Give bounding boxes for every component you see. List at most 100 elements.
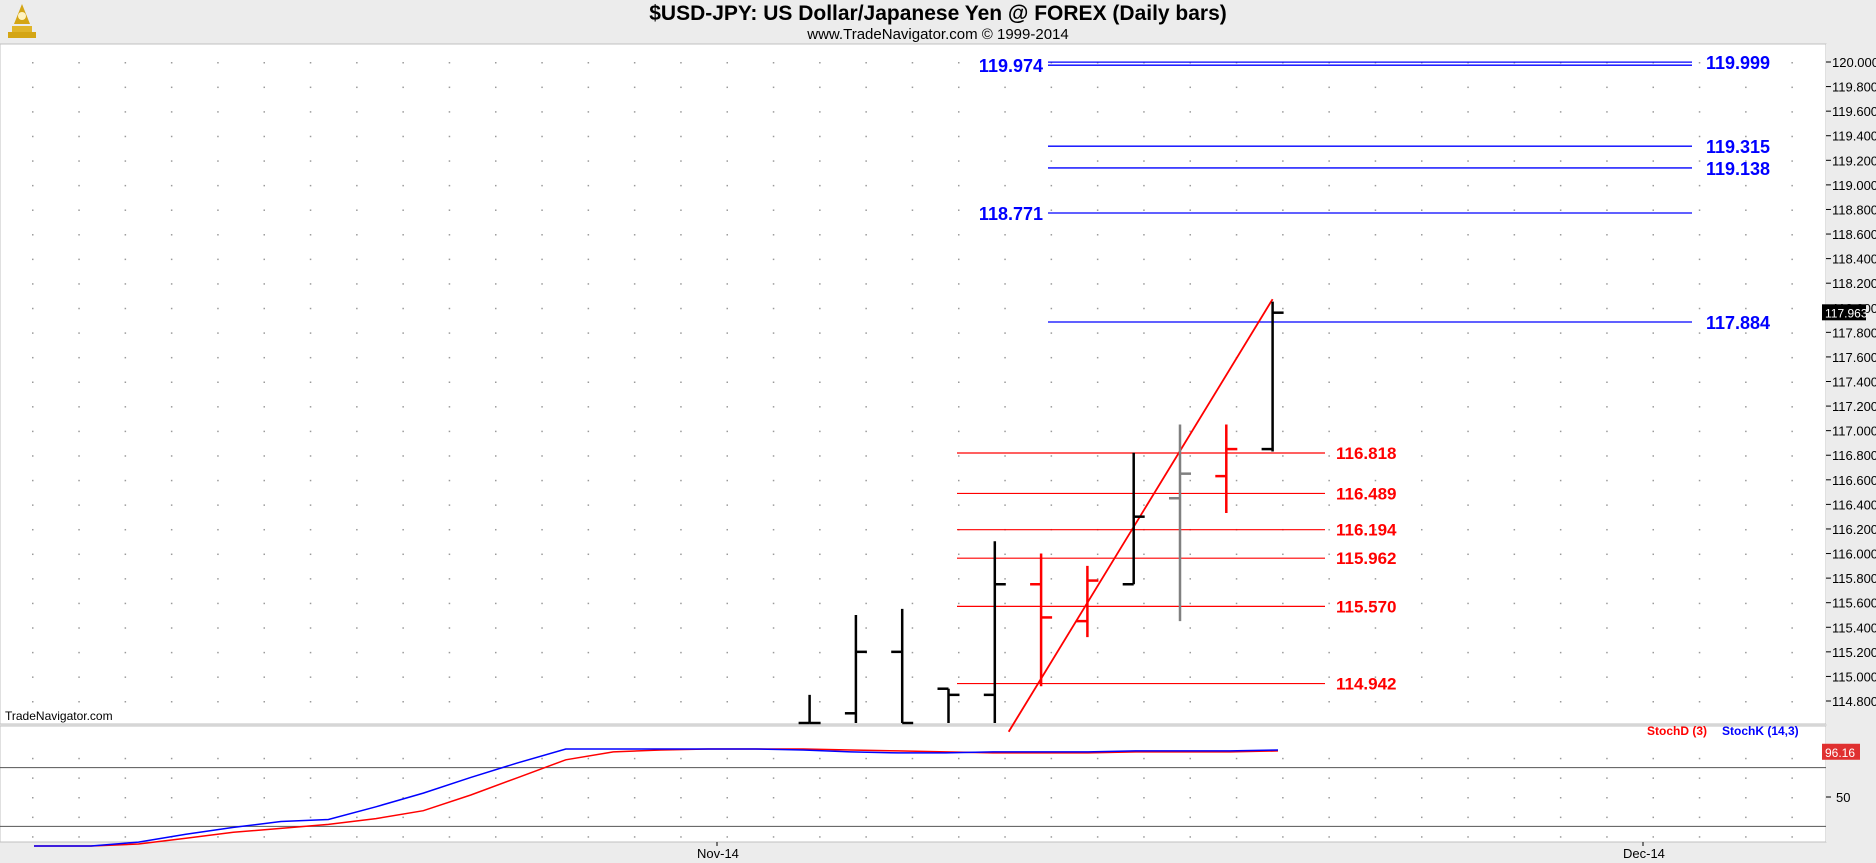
grid-dot [1421,136,1423,138]
grid-dot [588,160,590,162]
grid-dot [495,87,497,89]
grid-dot [1699,455,1701,457]
grid-dot [819,529,821,531]
grid-dot [1282,603,1284,605]
grid-dot [912,529,914,531]
grid-dot [310,455,312,457]
grid-dot [217,357,219,359]
grid-dot [171,406,173,408]
grid-dot [865,283,867,285]
grid-dot [32,382,34,384]
grid-dot [1606,234,1608,236]
grid-dot [402,431,404,433]
grid-dot [634,160,636,162]
grid-dot [541,797,543,799]
grid-dot [449,234,451,236]
grid-dot [912,406,914,408]
grid-dot [1699,111,1701,113]
grid-dot [1560,627,1562,629]
grid-dot [264,578,266,580]
grid-dot [727,455,729,457]
grid-dot [1699,259,1701,261]
grid-dot [1791,817,1793,819]
grid-dot [1745,758,1747,760]
grid-dot [1375,185,1377,187]
grid-dot [125,283,127,285]
grid-dot [1791,431,1793,433]
grid-dot [727,87,729,89]
grid-dot [356,185,358,187]
grid-dot [588,836,590,838]
grid-dot [1004,836,1006,838]
grid-dot [1143,111,1145,113]
grid-dot [1097,603,1099,605]
grid-dot [1236,431,1238,433]
grid-dot [680,836,682,838]
grid-dot [78,817,80,819]
grid-dot [958,406,960,408]
grid-dot [1190,627,1192,629]
grid-dot [1328,701,1330,703]
grid-dot [1467,111,1469,113]
grid-dot [865,836,867,838]
grid-dot [773,603,775,605]
grid-dot [449,777,451,779]
grid-dot [865,62,867,64]
grid-dot [680,234,682,236]
grid-dot [1051,259,1053,261]
grid-dot [865,797,867,799]
grid-dot [634,836,636,838]
grid-dot [1606,836,1608,838]
grid-dot [680,627,682,629]
grid-dot [1421,283,1423,285]
grid-dot [1653,701,1655,703]
grid-dot [727,357,729,359]
grid-dot [1514,836,1516,838]
grid-dot [1282,259,1284,261]
grid-dot [264,777,266,779]
grid-dot [402,578,404,580]
grid-dot [1514,382,1516,384]
grid-dot [1421,676,1423,678]
grid-dot [1328,676,1330,678]
grid-dot [958,627,960,629]
grid-dot [1282,676,1284,678]
grid-dot [819,627,821,629]
grid-dot [1236,160,1238,162]
grid-dot [912,758,914,760]
grid-dot [634,480,636,482]
grid-dot [727,283,729,285]
grid-dot [1560,777,1562,779]
grid-dot [78,185,80,187]
grid-dot [310,259,312,261]
grid-dot [1282,406,1284,408]
legend-stoch-d: StochD (3) [1647,724,1707,738]
grid-dot [125,455,127,457]
grid-dot [773,529,775,531]
grid-dot [588,259,590,261]
grid-dot [402,185,404,187]
grid-dot [912,283,914,285]
grid-dot [78,259,80,261]
grid-dot [912,480,914,482]
grid-dot [727,308,729,310]
grid-dot [680,382,682,384]
grid-dot [1421,332,1423,334]
grid-dot [541,332,543,334]
grid-dot [78,603,80,605]
grid-dot [1004,431,1006,433]
grid-dot [634,627,636,629]
grid-dot [1143,652,1145,654]
grid-dot [1190,652,1192,654]
grid-dot [171,209,173,211]
grid-dot [217,797,219,799]
grid-dot [1606,87,1608,89]
grid-dot [1051,817,1053,819]
grid-dot [1236,87,1238,89]
grid-dot [1606,777,1608,779]
grid-dot [32,357,34,359]
grid-dot [588,529,590,531]
grid-dot [1421,836,1423,838]
grid-dot [495,382,497,384]
grid-dot [1421,185,1423,187]
